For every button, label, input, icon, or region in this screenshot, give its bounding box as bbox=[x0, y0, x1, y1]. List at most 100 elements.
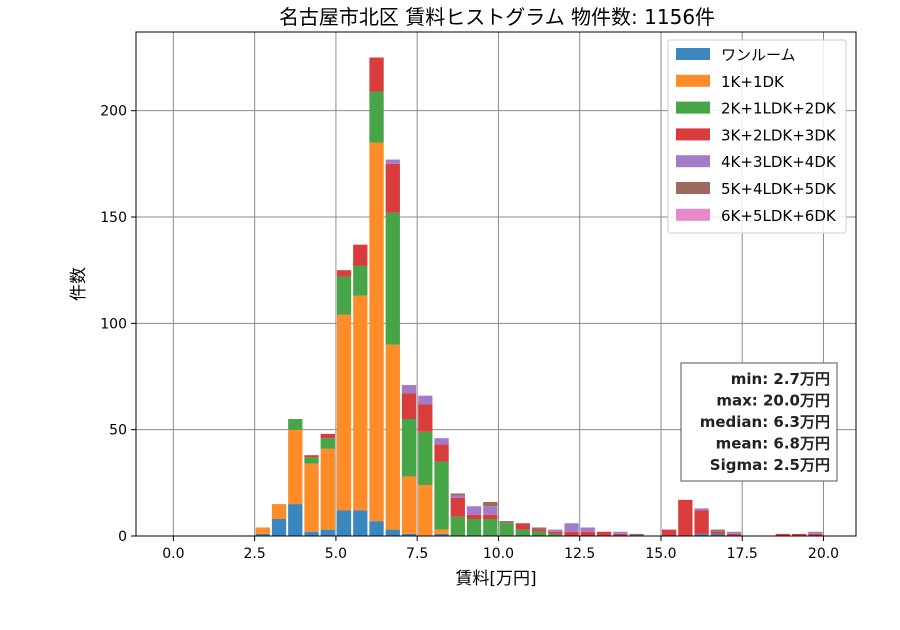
stats-line: median: 6.3万円 bbox=[700, 413, 830, 431]
x-tick-label: 10.0 bbox=[483, 546, 514, 562]
bar-segment bbox=[678, 499, 693, 536]
bar-segment bbox=[401, 476, 417, 534]
bar-segment bbox=[401, 419, 417, 477]
plot-frame bbox=[135, 31, 857, 537]
bar-segment bbox=[385, 344, 400, 530]
bar-segment bbox=[434, 444, 449, 462]
bar-segment bbox=[580, 527, 595, 532]
stats-line: Sigma: 2.5万円 bbox=[710, 456, 830, 474]
bar-segment bbox=[466, 506, 482, 515]
bar-segment bbox=[385, 159, 400, 164]
bar-segment bbox=[808, 533, 823, 536]
bar-segment bbox=[629, 533, 644, 536]
x-tick-label: 0.0 bbox=[162, 546, 184, 562]
bar-segment bbox=[336, 510, 352, 536]
bar-segment bbox=[450, 493, 465, 496]
bar-segment bbox=[613, 531, 628, 534]
legend-label: 1K+1DK bbox=[721, 73, 785, 91]
y-tick-label: 150 bbox=[100, 210, 127, 226]
x-axis-ticks: 0.0 2.5 5.0 7.5 10.0 12.5 15.0 17.5 20.0 bbox=[162, 536, 839, 562]
bar-segment bbox=[401, 533, 417, 536]
stats-box: min: 2.7万円 max: 20.0万円 median: 6.3万円 mean: … bbox=[680, 362, 838, 482]
legend-swatch bbox=[676, 208, 710, 221]
bar-segment bbox=[499, 521, 514, 524]
bar-segment bbox=[401, 393, 417, 420]
bar-segment bbox=[418, 484, 433, 536]
bar-segment bbox=[775, 533, 791, 536]
bar-segment bbox=[255, 527, 270, 534]
bar-segment bbox=[385, 163, 400, 213]
bar-segment bbox=[661, 529, 677, 536]
x-tick-label: 20.0 bbox=[808, 546, 839, 562]
bar-segment bbox=[694, 508, 709, 511]
bar-segment bbox=[320, 438, 335, 449]
bar-segment bbox=[694, 533, 709, 536]
bar-segment bbox=[483, 501, 498, 507]
bar-segment bbox=[353, 510, 368, 536]
bar-segment bbox=[385, 529, 400, 536]
bar-segment bbox=[288, 419, 303, 430]
bar-segment bbox=[694, 510, 709, 534]
legend-swatch bbox=[676, 101, 710, 114]
bar-segment bbox=[726, 531, 742, 534]
y-tick-label: 0 bbox=[118, 529, 127, 545]
bar-segment bbox=[808, 531, 823, 534]
legend-box bbox=[667, 39, 847, 234]
legend-label: 4K+3LDK+4DK bbox=[721, 153, 837, 171]
x-tick-label: 7.5 bbox=[406, 546, 428, 562]
stats-line: mean: 6.8万円 bbox=[716, 435, 830, 453]
bar-segment bbox=[304, 457, 319, 464]
bar-segment bbox=[531, 527, 547, 530]
bar-segment bbox=[418, 404, 433, 432]
bar-segment bbox=[320, 448, 335, 530]
y-tick-label: 200 bbox=[100, 104, 127, 120]
bar-segment bbox=[336, 276, 352, 315]
legend-label: ワンルーム bbox=[721, 46, 796, 64]
bar-segment bbox=[336, 270, 352, 277]
stats-frame bbox=[680, 362, 838, 482]
bar-segment bbox=[434, 529, 449, 534]
legend: ワンルーム 1K+1DK 2K+1LDK+2DK 3K+2LDK+3DK 4K+3LDK… bbox=[667, 39, 847, 234]
bar-segment bbox=[353, 295, 368, 511]
y-axis-ticks: 0 50 100 150 200 bbox=[100, 104, 136, 545]
bar-segment bbox=[531, 531, 547, 536]
legend-swatch bbox=[676, 128, 710, 141]
bar-segment bbox=[288, 429, 303, 505]
bar-segment bbox=[288, 504, 303, 536]
bar-segment bbox=[466, 514, 482, 519]
chart-title: 名古屋市北区 賃料ヒストグラム 物件数: 1156件 bbox=[279, 5, 715, 29]
stats-line: min: 2.7万円 bbox=[731, 370, 830, 388]
bar-segment bbox=[434, 461, 449, 530]
bar-segment bbox=[434, 533, 449, 536]
bar-segment bbox=[710, 529, 726, 532]
y-tick-label: 50 bbox=[109, 423, 127, 439]
bar-segment bbox=[336, 314, 352, 511]
bar-segment bbox=[353, 265, 368, 296]
bar-segment bbox=[466, 518, 482, 536]
bar-segment bbox=[401, 385, 417, 394]
bar-segment bbox=[320, 433, 335, 439]
x-tick-label: 2.5 bbox=[244, 546, 266, 562]
x-tick-label: 5.0 bbox=[325, 546, 347, 562]
bar-segment bbox=[564, 523, 579, 532]
bar-segment bbox=[548, 531, 563, 534]
bar-segment bbox=[710, 531, 726, 534]
legend-label: 5K+4LDK+5DK bbox=[721, 180, 837, 198]
legend-label: 6K+5LDK+6DK bbox=[721, 207, 837, 225]
bar-segment bbox=[418, 431, 433, 485]
bar-segment bbox=[450, 516, 465, 536]
bar-segment bbox=[580, 531, 595, 536]
bar-segment bbox=[369, 57, 384, 92]
bar-segment bbox=[726, 533, 742, 536]
bar-segment bbox=[791, 533, 807, 536]
bar-segment bbox=[483, 518, 498, 536]
legend-swatch bbox=[676, 74, 710, 87]
legend-label: 2K+1LDK+2DK bbox=[721, 100, 837, 118]
bar-segment bbox=[564, 531, 579, 536]
bars bbox=[255, 57, 823, 536]
x-tick-label: 15.0 bbox=[645, 546, 676, 562]
bar-segment bbox=[385, 212, 400, 345]
x-tick-label: 17.5 bbox=[727, 546, 758, 562]
bar-segment bbox=[483, 506, 498, 515]
